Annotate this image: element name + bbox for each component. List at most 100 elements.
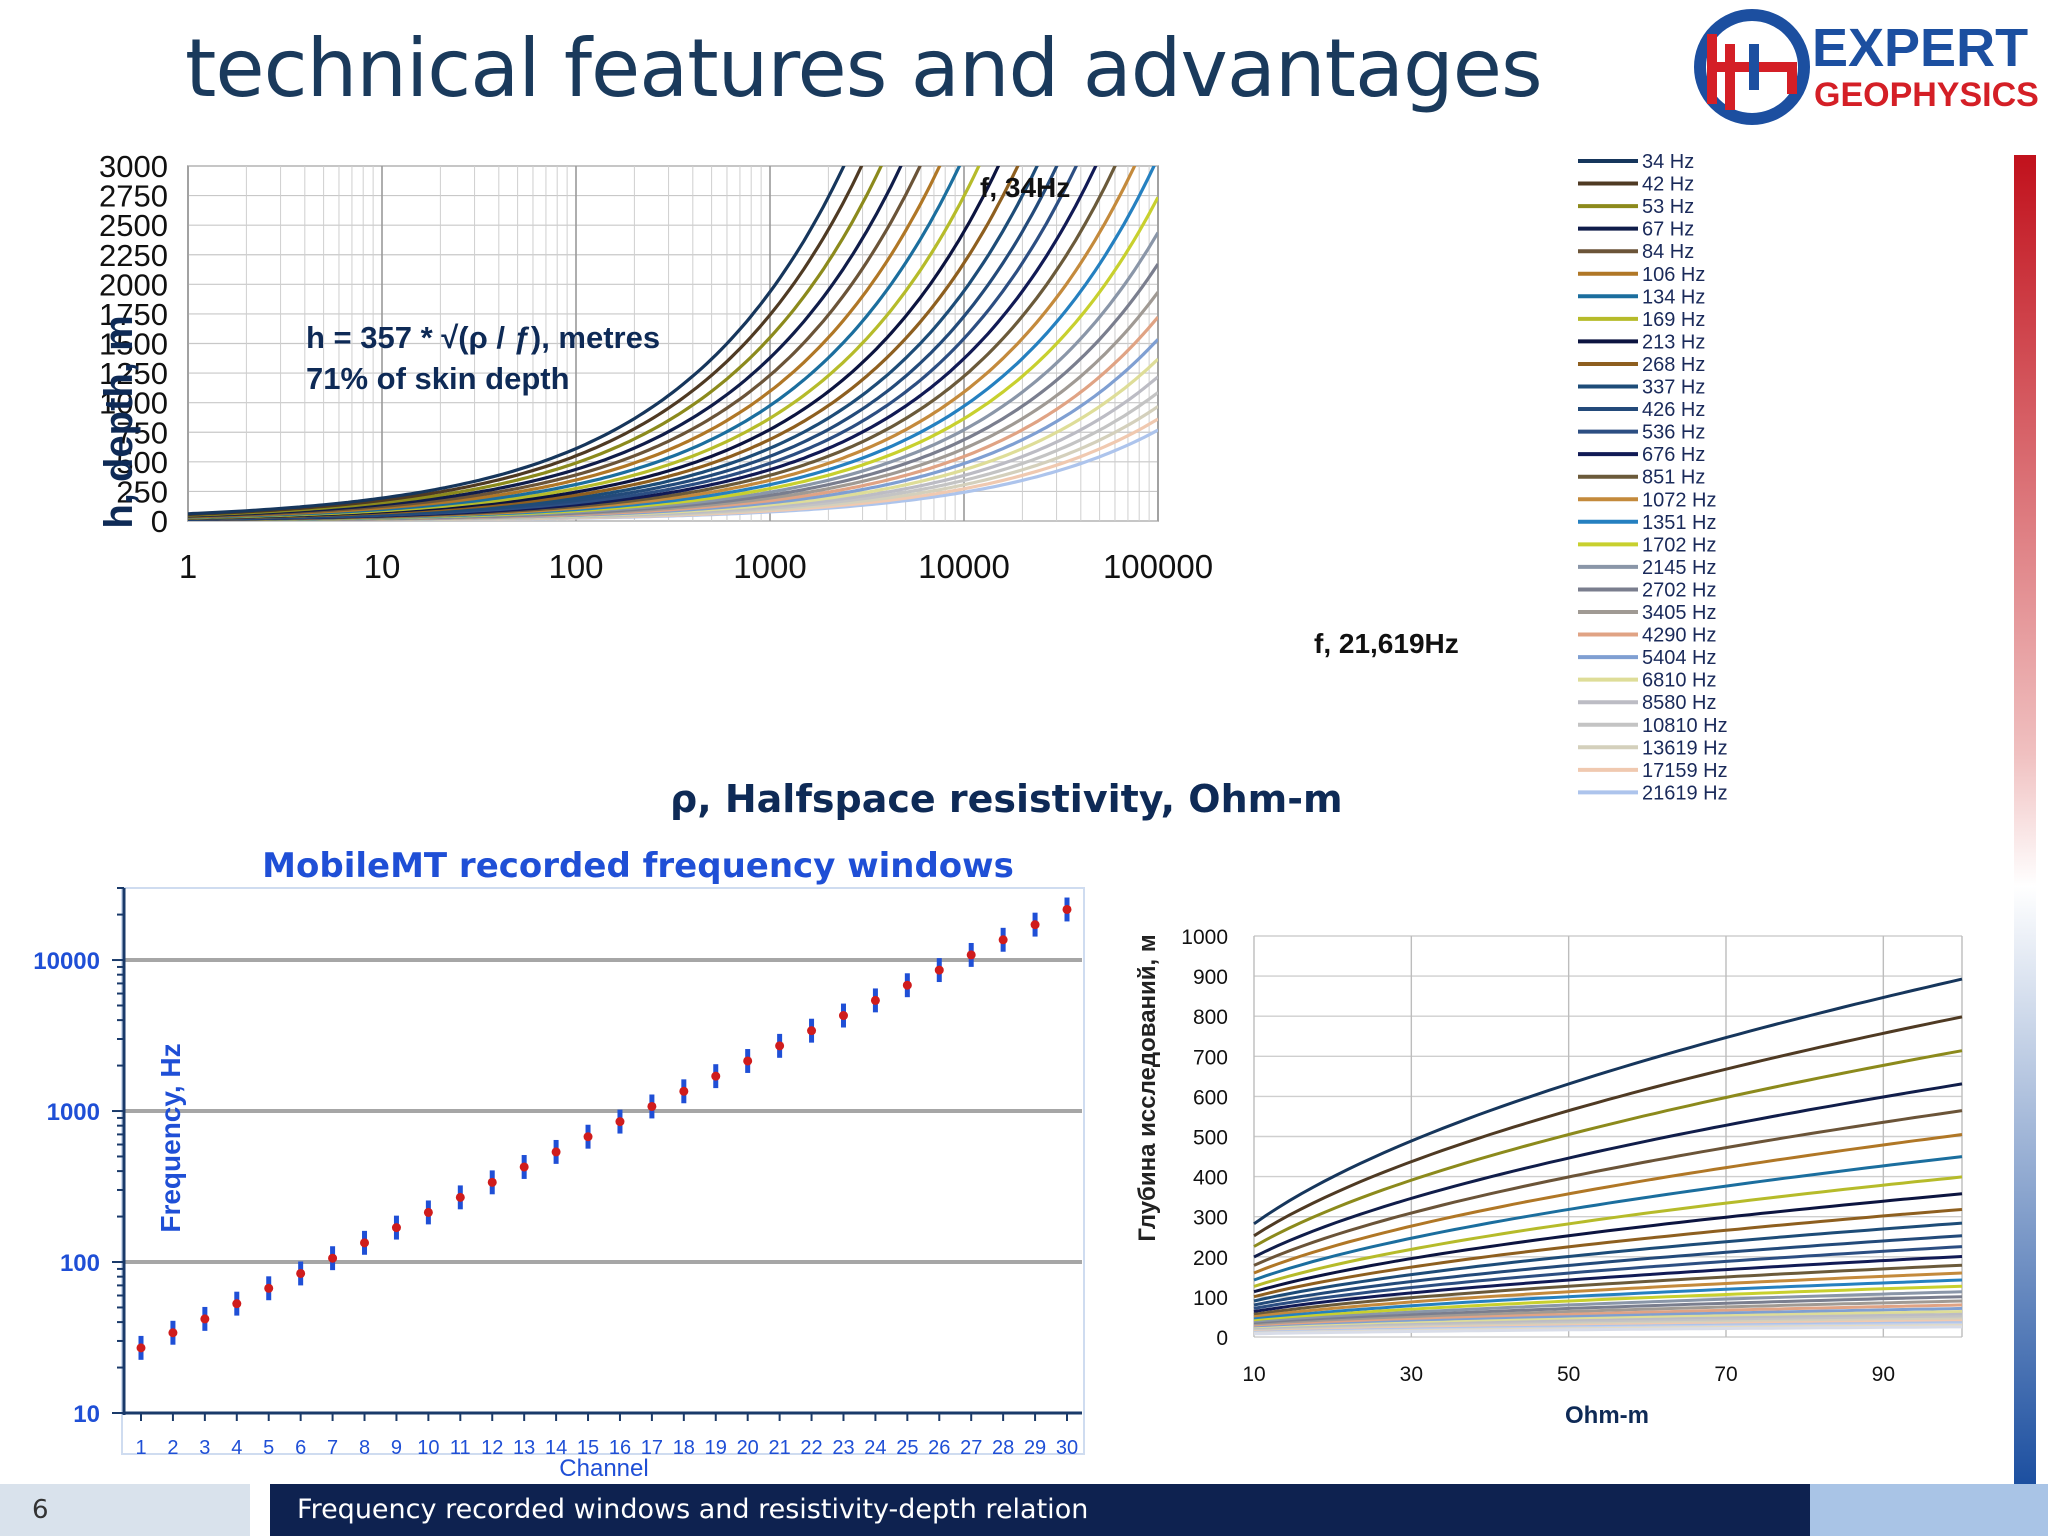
- x-tick-label: 50: [1557, 1363, 1580, 1386]
- x-tick-label: 16: [609, 1437, 631, 1459]
- y-tick-label: 1500: [99, 327, 168, 362]
- y-tick-label: 100: [60, 1250, 100, 1277]
- x-tick-label: 9: [391, 1437, 402, 1459]
- legend-label: 6810 Hz: [1642, 670, 1717, 692]
- x-tick-label: 26: [928, 1437, 950, 1459]
- formula-annotation: h = 357 * √(ρ / ƒ), metres: [306, 320, 660, 355]
- footer-caption: Frequency recorded windows and resistivi…: [270, 1484, 1810, 1536]
- legend-label: 1702 Hz: [1642, 534, 1717, 556]
- y-tick-label: 400: [1193, 1167, 1228, 1190]
- legend-label: 213 Hz: [1642, 331, 1705, 353]
- x-tick-label: 70: [1714, 1363, 1737, 1386]
- frequency-window-center: [168, 1328, 178, 1338]
- depth-curve-1995hz: [1253, 1303, 1963, 1329]
- y-tick-label: 250: [116, 474, 168, 509]
- frequency-window-center: [583, 1132, 593, 1142]
- frequency-window-center: [455, 1192, 465, 1202]
- depth-curve-50hz: [1253, 1133, 1963, 1275]
- x-tick-label: 4: [231, 1437, 242, 1459]
- page-number: 6: [0, 1484, 250, 1536]
- y-tick-label: 1000: [99, 386, 168, 421]
- frequency-window-center: [328, 1253, 338, 1263]
- legend-label: 337 Hz: [1642, 377, 1705, 399]
- y-tick-label: 1000: [47, 1099, 100, 1126]
- frequency-window-center: [296, 1268, 306, 1278]
- footer-accent: [1810, 1484, 2048, 1536]
- y-tick-label: 2750: [99, 179, 168, 214]
- x-tick-label: 13: [513, 1437, 535, 1459]
- legend-label: 676 Hz: [1642, 444, 1705, 466]
- depth-curve-63hz: [1253, 1155, 1963, 1282]
- x-tick-label: 100: [548, 548, 603, 585]
- x-tick-label: 29: [1024, 1437, 1046, 1459]
- depth-curve-1585hz: [1253, 1299, 1963, 1328]
- x-tick-label: 17: [641, 1437, 663, 1459]
- depth-curve-501hz: [1253, 1271, 1963, 1319]
- y-tick-label: 900: [1193, 966, 1228, 989]
- frequency-window-center: [775, 1041, 785, 1051]
- frequency-window-center: [423, 1207, 433, 1217]
- depth-curve-19953hz: [1253, 1325, 1962, 1336]
- y-tick-label: 750: [116, 415, 168, 450]
- frequency-windows-chart: MobileMT recorded frequency windows 10 10…: [33, 846, 1085, 1482]
- depth-curve-1259hz: [1253, 1295, 1963, 1326]
- slide-title: technical features and advantages: [185, 22, 1543, 115]
- y-tick-label: 800: [1193, 1006, 1228, 1029]
- y-tick-label: 0: [151, 504, 168, 539]
- frequency-window-center: [998, 935, 1008, 945]
- legend-label: 1351 Hz: [1642, 512, 1717, 534]
- legend-label: 3405 Hz: [1642, 602, 1717, 624]
- y-axis-label: Frequency, Hz: [155, 1043, 186, 1232]
- x-axis-label: Ohm-m: [1565, 1402, 1649, 1429]
- series-line-34hz: [188, 166, 846, 516]
- x-tick-label: 3: [199, 1437, 210, 1459]
- series-line-53hz: [188, 166, 883, 517]
- logo-text-geophysics: GEOPHYSICS: [1814, 76, 2039, 114]
- high-frequency-annotation: f, 21,619Hz: [1314, 628, 1459, 659]
- depth-curve-2512hz: [1253, 1306, 1963, 1330]
- depth-vs-resistivity-chart: 0250500750100012501500175020002250250027…: [97, 149, 1728, 821]
- frequency-window-center: [870, 995, 880, 1005]
- depth-curve-794hz: [1253, 1284, 1963, 1323]
- x-tick-label: 22: [800, 1437, 822, 1459]
- x-tick-label: 7: [327, 1437, 338, 1459]
- frequency-window-center: [264, 1283, 274, 1293]
- legend-label: 169 Hz: [1642, 309, 1705, 331]
- legend-label: 134 Hz: [1642, 286, 1705, 308]
- depth-curve-316hz: [1253, 1255, 1963, 1313]
- x-tick-label: 12: [481, 1437, 503, 1459]
- legend-label: 1072 Hz: [1642, 489, 1717, 511]
- depth-curve-251hz: [1253, 1245, 1963, 1310]
- frequency-window-center: [679, 1086, 689, 1096]
- x-tick-label: 25: [896, 1437, 918, 1459]
- depth-curve-25hz: [1253, 1049, 1963, 1248]
- x-tick-label: 6: [295, 1437, 306, 1459]
- depth-curve-398hz: [1253, 1263, 1963, 1316]
- y-tick-label: 2500: [99, 208, 168, 243]
- legend-label: 2145 Hz: [1642, 557, 1717, 579]
- depth-curve-100hz: [1253, 1192, 1963, 1294]
- right-accent-bar: [2014, 155, 2036, 1485]
- y-tick-label: 2250: [99, 238, 168, 273]
- depth-curve-20hz: [1253, 1015, 1963, 1238]
- legend-label: 10810 Hz: [1642, 715, 1728, 737]
- legend-label: 536 Hz: [1642, 422, 1705, 444]
- frequency-window-center: [902, 980, 912, 990]
- depth-curve-631hz: [1253, 1278, 1963, 1321]
- logo-text-expert: EXPERT: [1812, 18, 2028, 78]
- legend-label: 84 Hz: [1642, 241, 1694, 263]
- x-tick-label: 100000: [1103, 548, 1213, 585]
- frequency-window-center: [1030, 920, 1040, 930]
- legend-label: 21619 Hz: [1642, 782, 1728, 804]
- legend-label: 53 Hz: [1642, 196, 1694, 218]
- frequency-window-center: [807, 1026, 817, 1036]
- series-line-67hz: [188, 166, 903, 518]
- depth-curve-40hz: [1253, 1109, 1963, 1267]
- frequency-window-center: [966, 950, 976, 960]
- x-tick-label: 19: [705, 1437, 727, 1459]
- series-line-42hz: [188, 166, 864, 517]
- x-tick-label: 10: [364, 548, 401, 585]
- x-tick-label: 90: [1872, 1363, 1895, 1386]
- frequency-window-center: [360, 1238, 370, 1248]
- frequency-window-center: [934, 965, 944, 975]
